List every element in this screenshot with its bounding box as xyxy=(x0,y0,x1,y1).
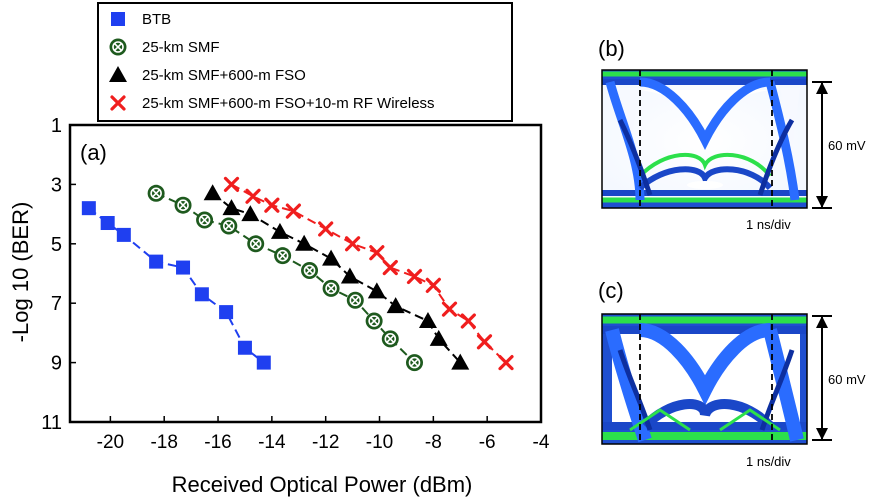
data-point-series-0 xyxy=(256,355,271,370)
legend-label-smf: 25-km SMF xyxy=(142,39,220,56)
data-point-series-2 xyxy=(322,249,341,266)
y-tick-label: 7 xyxy=(51,293,62,315)
data-point-series-2 xyxy=(451,353,470,370)
data-point-series-0 xyxy=(81,201,96,216)
axis-ticks: -20 -18 -16 -14 -12 -10 -8 -6 -4 1 3 5 7 9 11 xyxy=(41,115,550,453)
legend-marker-1 xyxy=(109,38,127,56)
data-point-series-1 xyxy=(322,279,340,297)
data-point-series-3 xyxy=(345,236,361,252)
data-point-series-1 xyxy=(220,217,238,235)
legend-box xyxy=(97,2,513,122)
data-point-series-0 xyxy=(116,227,131,242)
data-point-series-2 xyxy=(367,282,386,299)
x-tick-label: -18 xyxy=(150,432,177,453)
data-point-series-0 xyxy=(149,254,164,269)
data-point-series-2 xyxy=(418,312,437,329)
data-point-series-3 xyxy=(245,188,261,204)
legend-label-smf-fso: 25-km SMF+600-m FSO xyxy=(142,67,306,84)
legend-marker-2 xyxy=(109,66,127,82)
legend-marker-3 xyxy=(110,95,126,111)
x-tick-label: -8 xyxy=(425,432,442,453)
ber-plot: (a) -20 -18 -16 -14 -12 -10 -8 -6 -4 1 3 5 7 9 11 Rece… xyxy=(8,115,550,497)
x-tick-label: -20 xyxy=(97,432,124,453)
data-point-series-1 xyxy=(406,354,424,372)
data-point-series-1 xyxy=(274,247,292,265)
y-axis-label: -Log 10 (BER) xyxy=(8,202,33,343)
data-point-series-2 xyxy=(295,234,314,251)
panel-label-c: (c) xyxy=(598,278,624,303)
data-point-series-2 xyxy=(270,222,289,239)
data-point-series-1 xyxy=(247,235,265,253)
amplitude-label-b: 60 mV xyxy=(828,138,866,153)
data-point-series-3 xyxy=(498,355,514,371)
legend-label-smf-fso-rf: 25-km SMF+600-m FSO+10-m RF Wireless xyxy=(142,95,435,112)
data-point-series-1 xyxy=(346,291,364,309)
data-point-series-3 xyxy=(476,334,493,350)
legend-marker-0 xyxy=(111,12,125,26)
x-tick-label: -16 xyxy=(204,432,231,453)
data-point-series-0 xyxy=(194,287,209,302)
data-point-series-1 xyxy=(301,262,319,280)
data-point-series-0 xyxy=(219,305,234,320)
x-tick-label: -4 xyxy=(533,432,550,453)
eye-diagram-b: (b) 60 xyxy=(598,36,866,232)
y-tick-label: 1 xyxy=(51,115,62,137)
data-point-series-1 xyxy=(147,184,165,202)
data-point-series-0 xyxy=(176,260,191,275)
x-tick-label: -10 xyxy=(366,432,393,453)
data-point-series-2 xyxy=(340,267,359,284)
y-tick-label: 11 xyxy=(41,412,62,434)
data-point-series-3 xyxy=(406,268,423,285)
y-tick-label: 5 xyxy=(51,234,62,256)
y-tick-label: 3 xyxy=(51,174,62,196)
legend-label-btb: BTB xyxy=(142,11,171,28)
series-layer xyxy=(81,176,514,372)
data-point-series-2 xyxy=(241,205,260,222)
y-tick-label: 9 xyxy=(51,353,62,375)
timebase-label-c: 1 ns/div xyxy=(746,454,791,469)
data-point-series-3 xyxy=(460,313,476,329)
eye-trace-b xyxy=(602,70,807,208)
data-point-series-2 xyxy=(203,184,222,201)
amplitude-arrow-c xyxy=(812,315,832,441)
data-point-series-0 xyxy=(100,216,115,231)
data-point-series-3 xyxy=(223,176,240,192)
data-point-series-3 xyxy=(382,259,398,276)
data-point-series-1 xyxy=(174,196,192,214)
x-tick-label: -14 xyxy=(258,432,286,453)
panel-label-a: (a) xyxy=(80,140,107,165)
data-point-series-1 xyxy=(196,211,214,229)
data-point-series-2 xyxy=(429,329,448,346)
data-point-series-1 xyxy=(365,312,383,330)
data-point-series-1 xyxy=(381,330,399,348)
data-point-series-2 xyxy=(386,297,405,314)
data-point-series-3 xyxy=(441,301,458,317)
data-point-series-2 xyxy=(222,199,241,216)
eye-trace-c xyxy=(602,314,807,444)
legend-markers xyxy=(109,12,127,111)
eye-diagram-c: (c) 60 mV 1 ns/div xyxy=(598,278,866,469)
data-point-series-3 xyxy=(425,277,441,293)
amplitude-label-c: 60 mV xyxy=(828,372,866,387)
timebase-label-b: 1 ns/div xyxy=(746,217,791,232)
data-point-series-0 xyxy=(237,340,252,355)
legend: BTB 25-km SMF 25-km SMF+600-m FSO 25-km … xyxy=(97,2,513,122)
amplitude-arrow-b xyxy=(812,81,832,209)
data-point-series-3 xyxy=(318,221,334,237)
data-point-series-3 xyxy=(285,203,301,219)
x-tick-label: -12 xyxy=(312,432,339,453)
x-axis-label: Received Optical Power (dBm) xyxy=(172,472,473,497)
data-point-series-3 xyxy=(264,197,280,213)
panel-label-b: (b) xyxy=(598,36,625,61)
x-tick-label: -6 xyxy=(479,432,496,453)
data-point-series-3 xyxy=(369,245,385,261)
